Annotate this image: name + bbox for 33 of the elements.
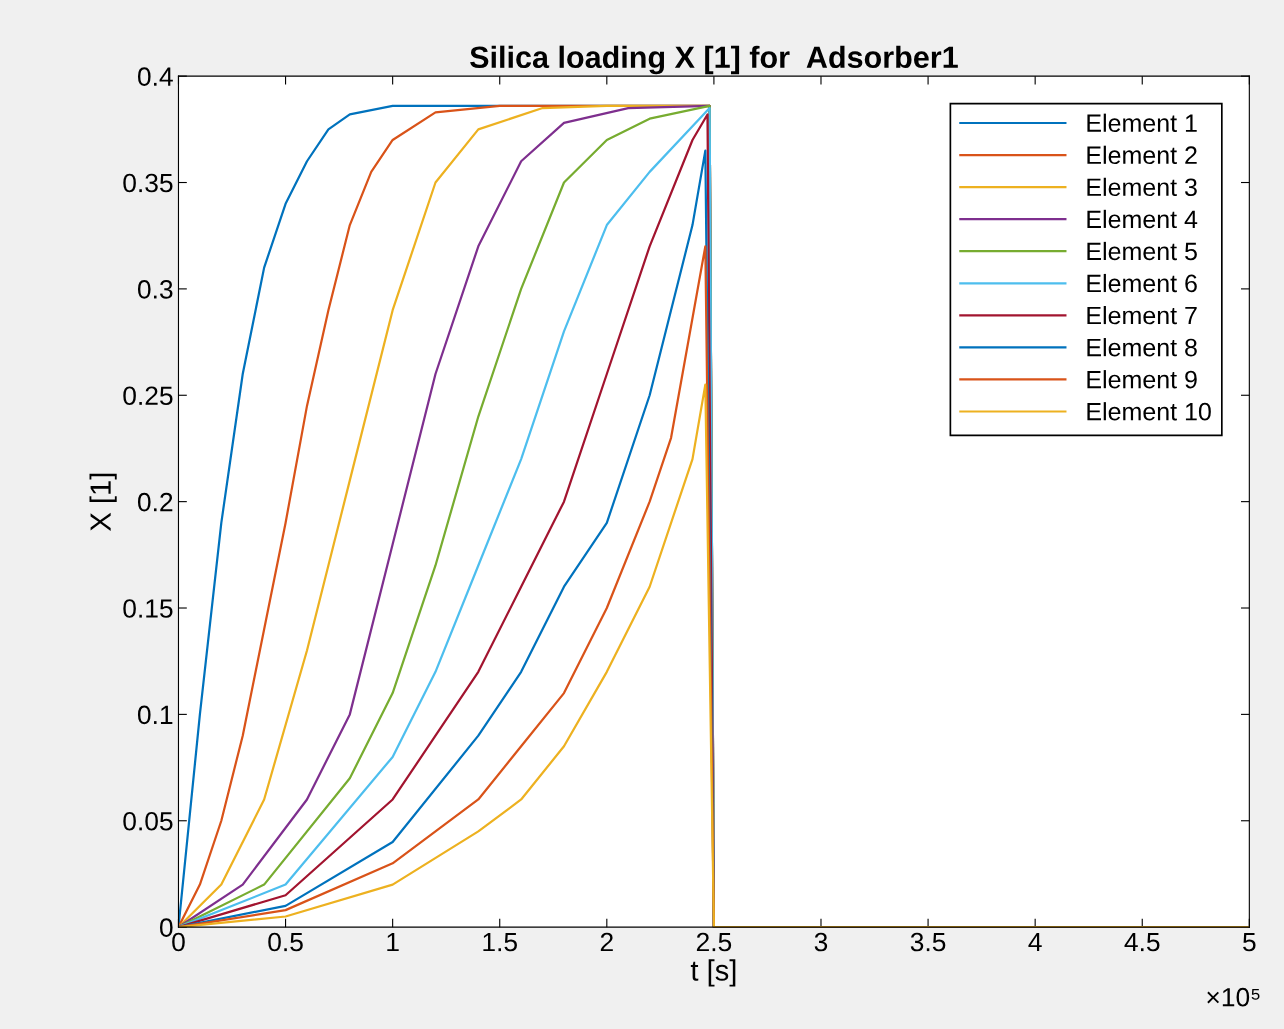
x-tick-label: 1.5 xyxy=(483,932,517,952)
legend-label: Element 2 xyxy=(1087,145,1197,165)
y-tick-label: 0 xyxy=(159,918,173,937)
legend-label: Element 5 xyxy=(1087,241,1197,261)
x-tick-label: 2 xyxy=(600,932,613,952)
y-tick-label: 0.35 xyxy=(123,173,173,193)
y-tick-label: 0.15 xyxy=(123,599,173,618)
x-tick-label: 4 xyxy=(1028,932,1042,952)
x-tick-label: 4.5 xyxy=(1124,932,1160,952)
x-tick-label: 2.5 xyxy=(696,932,732,952)
legend-label: Element 4 xyxy=(1087,209,1198,229)
legend-label: Element 7 xyxy=(1087,305,1197,325)
legend-label: Element 3 xyxy=(1087,177,1197,197)
y-tick-label: 0.1 xyxy=(137,705,173,725)
legend-label: Element 9 xyxy=(1087,370,1197,389)
x-axis-title: t [s] xyxy=(690,959,736,987)
legend-label: Element 6 xyxy=(1087,273,1197,293)
x-tick-label: 1 xyxy=(387,932,399,952)
chart-title: Silica loading X [1] for Adsorber1 xyxy=(470,45,958,75)
x-tick-label: 3 xyxy=(814,932,828,952)
text: ×10⁵ xyxy=(1207,987,1260,1007)
legend-label: Element 10 xyxy=(1087,402,1211,421)
legend-label: Element 1 xyxy=(1087,113,1197,133)
y-tick-label: 0.4 xyxy=(137,67,173,86)
y-axis-title: X [1] xyxy=(89,473,117,531)
y-tick-label: 0.05 xyxy=(123,811,173,831)
y-tick-label: 0.25 xyxy=(123,386,173,406)
x-tick-label: 5 xyxy=(1243,932,1256,952)
y-tick-label: 0.2 xyxy=(137,492,173,512)
legend-label: Element 8 xyxy=(1087,338,1197,357)
y-tick-label: 0.3 xyxy=(137,280,173,299)
x-tick-label: 0.5 xyxy=(268,932,303,952)
x-tick-label: 3.5 xyxy=(910,932,946,952)
